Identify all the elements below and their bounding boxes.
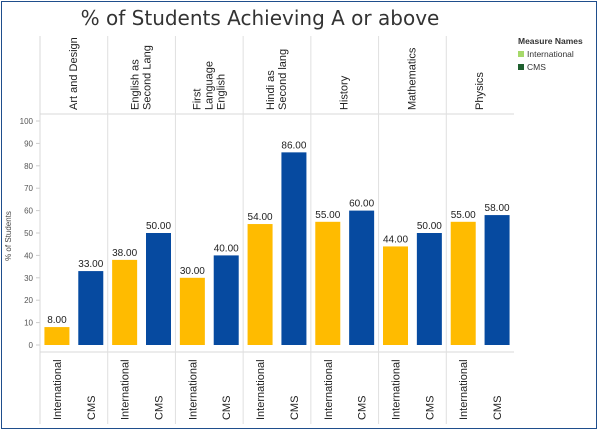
data-label: 86.00	[281, 140, 306, 151]
subject-header-label: First	[191, 89, 203, 110]
subject-header-label: History	[339, 75, 351, 110]
subject-header-label: Second lang	[277, 49, 289, 110]
data-label: 30.00	[180, 266, 205, 277]
x-category-label: International	[323, 359, 335, 420]
bar-international	[315, 221, 341, 345]
data-label: 50.00	[146, 221, 171, 232]
legend-item-international[interactable]: International	[518, 49, 583, 59]
subject-header-label: Language	[203, 61, 215, 110]
chart-title: % of Students Achieving A or above	[80, 6, 440, 30]
y-tick-label: 30	[24, 274, 33, 283]
x-category-label: International	[52, 359, 64, 420]
data-label: 58.00	[485, 203, 510, 214]
bar-cms	[78, 271, 104, 345]
data-label: 8.00	[47, 315, 67, 326]
legend-label-cms: CMS	[527, 62, 546, 72]
x-category-label: CMS	[289, 396, 301, 420]
bar-cms	[416, 233, 442, 345]
data-label: 54.00	[248, 212, 273, 223]
bar-cms	[484, 215, 510, 345]
data-label: 40.00	[214, 243, 239, 254]
x-category-label: International	[120, 359, 132, 420]
x-category-label: CMS	[357, 396, 369, 420]
y-tick-label: 80	[24, 162, 33, 171]
bar-international	[383, 246, 408, 345]
y-tick-label: 100	[20, 117, 34, 126]
y-tick-label: 50	[24, 229, 33, 238]
data-label: 55.00	[315, 210, 340, 221]
x-category-label: International	[255, 359, 267, 420]
y-tick-label: 70	[24, 184, 33, 193]
subject-header-label: Second Lang	[142, 45, 154, 110]
bar-cms	[213, 255, 239, 345]
subject-header-label: Art and Design	[68, 37, 80, 110]
bar-international	[112, 259, 138, 345]
legend-swatch-cms	[518, 64, 524, 70]
bar-international	[450, 221, 476, 345]
x-category-label: CMS	[424, 396, 436, 420]
data-label: 55.00	[451, 210, 476, 221]
y-tick-label: 20	[24, 296, 33, 305]
subject-header-label: Physics	[474, 72, 486, 110]
subject-header-label: English as	[130, 59, 142, 110]
x-category-label: International	[187, 359, 199, 420]
legend-title: Measure Names	[518, 36, 583, 46]
y-tick-label: 0	[29, 341, 34, 350]
x-category-label: CMS	[221, 396, 233, 420]
x-category-label: International	[458, 359, 470, 420]
data-label: 38.00	[112, 248, 137, 259]
data-label: 60.00	[349, 199, 374, 210]
legend-item-cms[interactable]: CMS	[518, 62, 583, 72]
legend-label-international: International	[527, 49, 574, 59]
legend-swatch-international	[518, 51, 524, 57]
bar-international	[247, 224, 273, 345]
subject-header-label: Hindi as	[265, 70, 277, 110]
subject-header-label: English	[215, 74, 227, 110]
data-label: 33.00	[78, 259, 103, 270]
x-category-label: CMS	[154, 396, 166, 420]
bar-international	[44, 327, 70, 345]
bar-international	[179, 277, 205, 345]
subject-header-label: Mathematics	[406, 47, 418, 110]
legend: Measure Names International CMS	[518, 36, 583, 75]
y-tick-label: 90	[24, 139, 33, 148]
x-category-label: CMS	[492, 396, 504, 420]
y-tick-label: 10	[24, 319, 33, 328]
bar-cms	[349, 210, 375, 345]
y-tick-label: 60	[24, 207, 33, 216]
bar-cms	[281, 152, 307, 345]
y-axis-title: % of Students	[4, 211, 13, 261]
x-category-label: CMS	[86, 396, 98, 420]
y-tick-label: 40	[24, 251, 33, 260]
data-label: 44.00	[383, 234, 408, 245]
data-label: 50.00	[417, 221, 442, 232]
x-category-label: International	[391, 359, 403, 420]
bar-cms	[146, 233, 171, 345]
